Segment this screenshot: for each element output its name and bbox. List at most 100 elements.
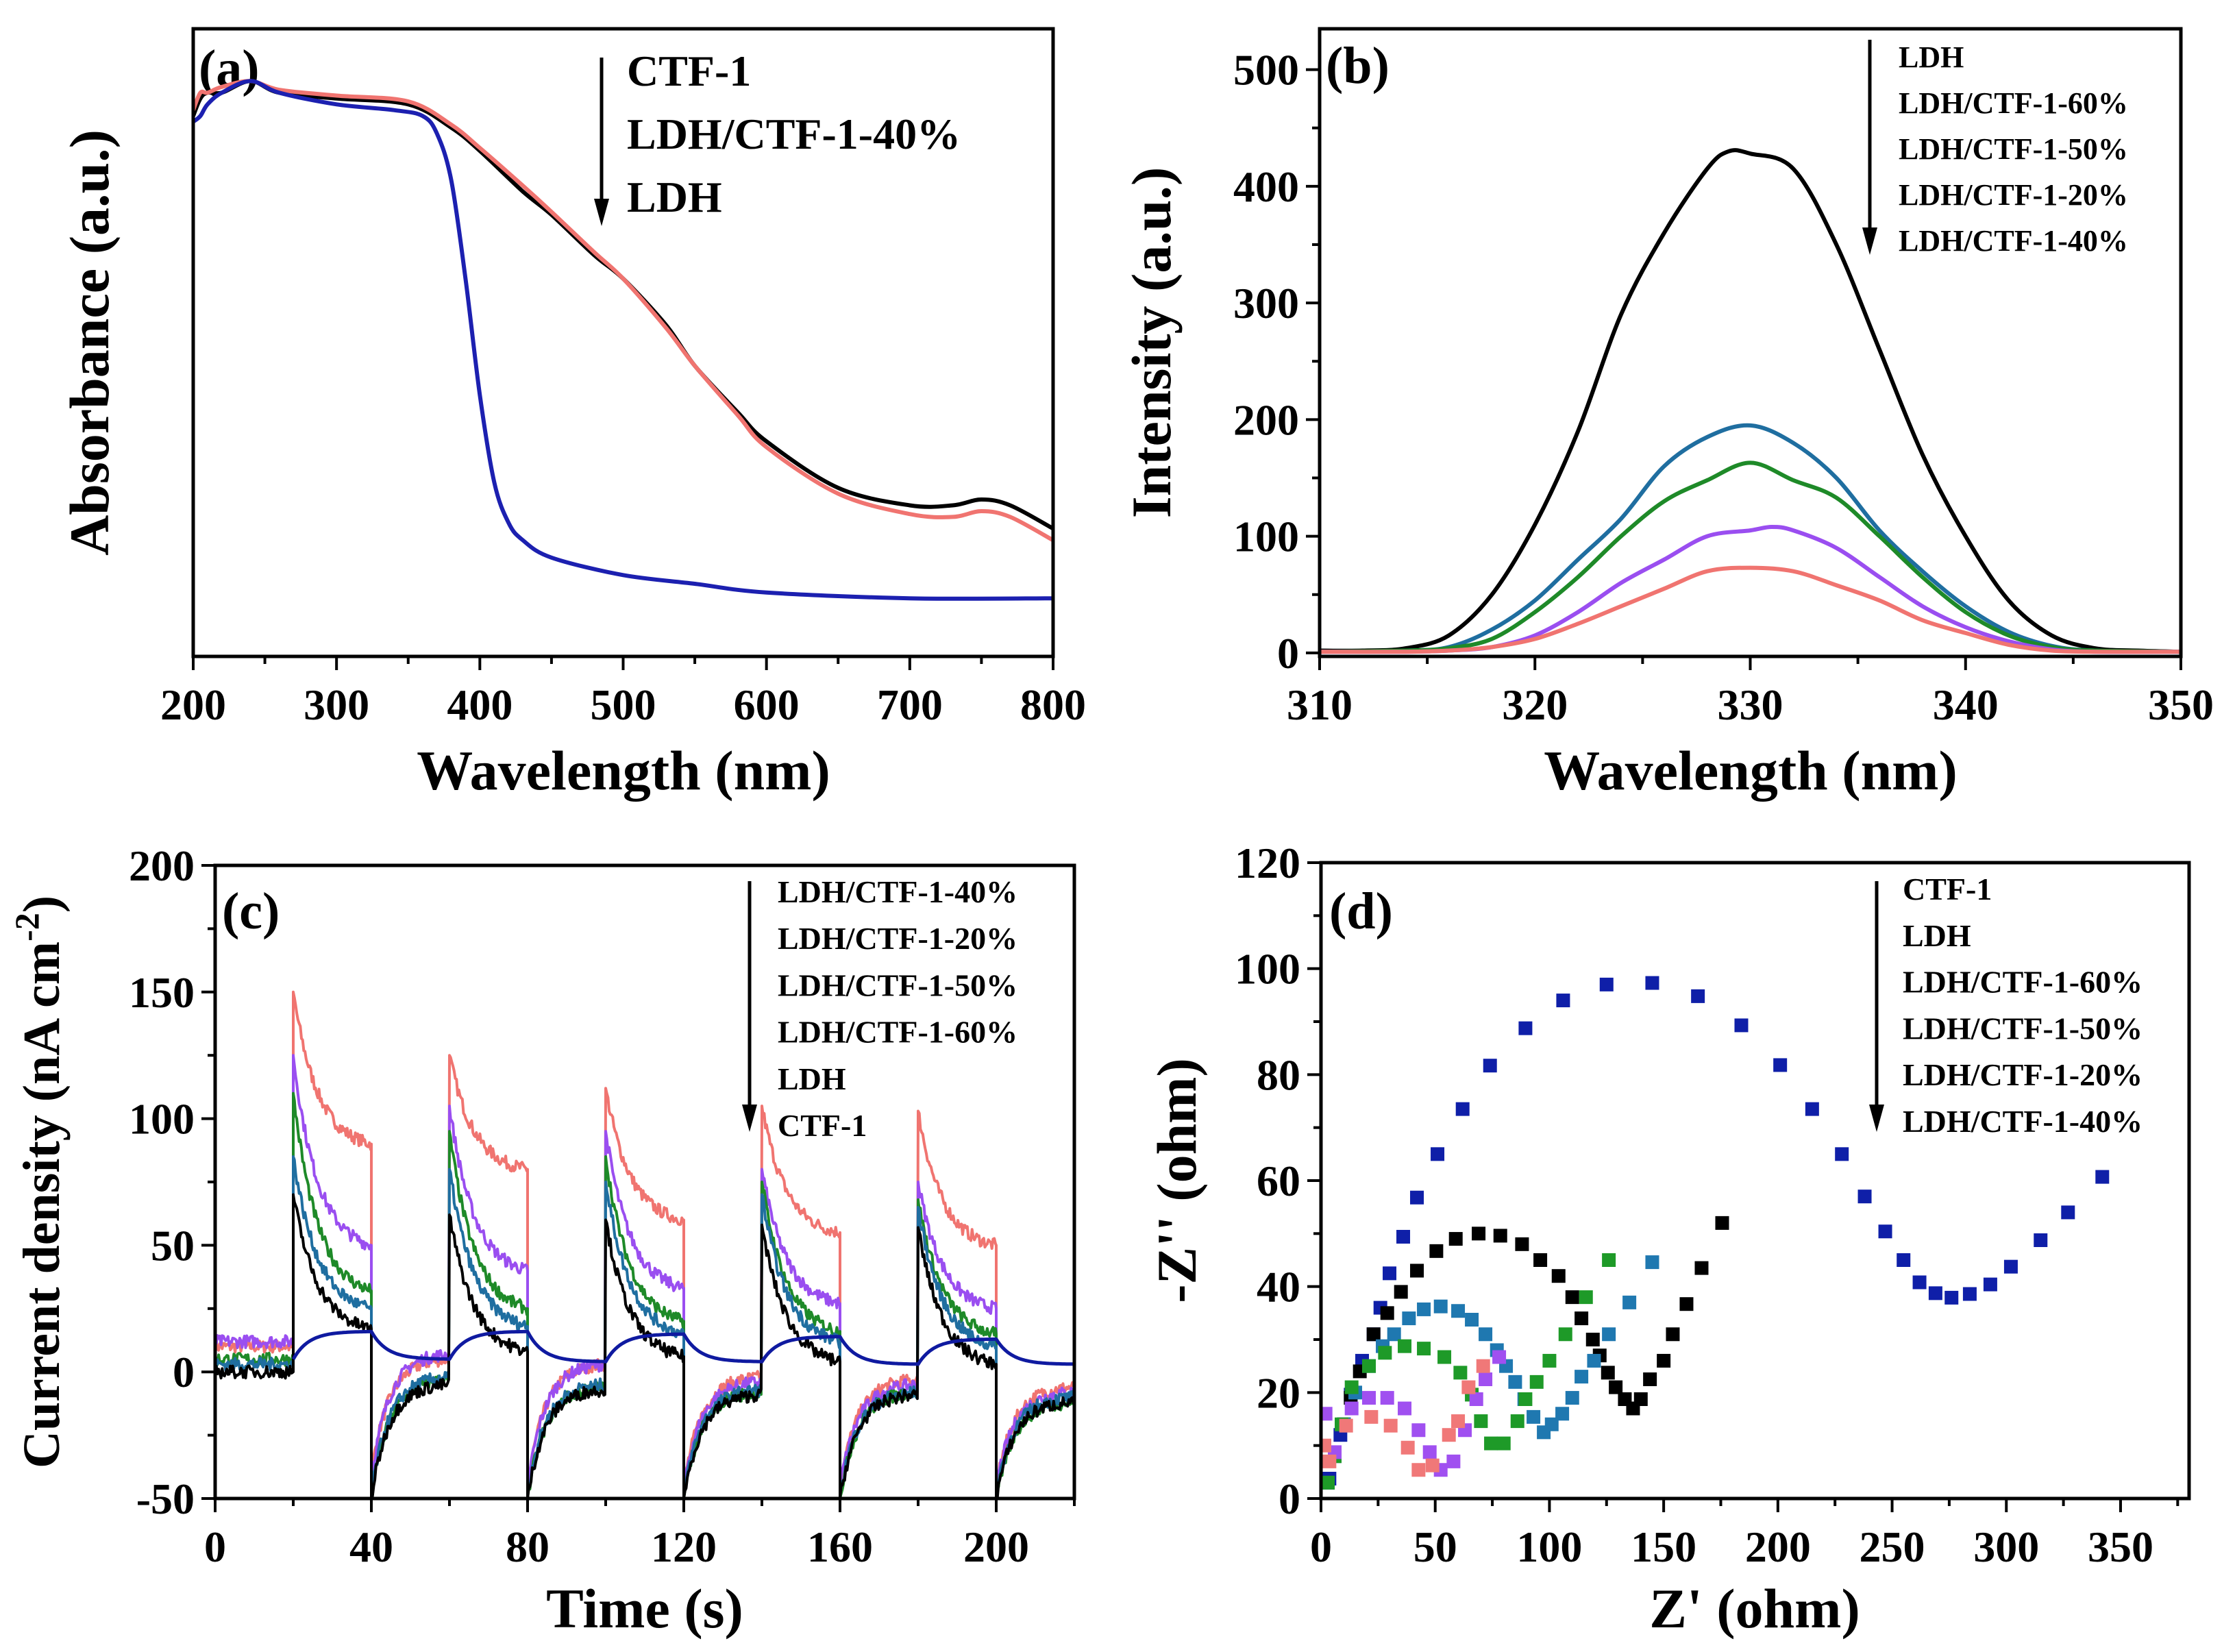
y-tick-label: 100 xyxy=(1233,513,1299,561)
data-point xyxy=(1380,1306,1394,1320)
data-point xyxy=(1437,1350,1452,1364)
data-point xyxy=(1944,1290,1959,1305)
y-tick-label: -50 xyxy=(136,1475,195,1523)
legend-item: LDH xyxy=(1903,918,1971,953)
data-point xyxy=(1897,1253,1911,1267)
data-point xyxy=(1493,1229,1507,1243)
legend-item: LDH/CTF-1-50% xyxy=(1903,1011,2143,1046)
data-point xyxy=(1679,1297,1694,1311)
legend-item: LDH xyxy=(627,173,722,221)
x-tick-label: 200 xyxy=(160,680,226,729)
data-point xyxy=(1928,1286,1942,1300)
legend-b: LDH LDH/CTF-1-60% LDH/CTF-1-50% LDH/CTF-1-2… xyxy=(1862,40,2128,258)
data-point xyxy=(1394,1285,1408,1299)
y-tick-label: 500 xyxy=(1233,46,1299,95)
panel-label-c: (c) xyxy=(222,883,280,940)
panel-b: 310 320 330 340 350 0 100 200 300 400 500 LDH LDH/CT… xyxy=(1233,27,2214,729)
y-tick-label: 0 xyxy=(1277,629,1299,678)
data-point xyxy=(2003,1259,2018,1274)
x-tick-label: 350 xyxy=(2088,1522,2153,1571)
x-tick-label: 400 xyxy=(447,680,513,729)
data-point xyxy=(1366,1327,1381,1342)
data-point xyxy=(1451,1304,1466,1318)
data-point xyxy=(1429,1244,1444,1258)
data-point xyxy=(1422,1445,1437,1459)
data-point xyxy=(1448,1232,1463,1246)
data-point xyxy=(1529,1374,1544,1389)
data-point xyxy=(1515,1237,1529,1251)
legend-item: LDH/CTF-1-50% xyxy=(778,967,1017,1002)
data-point xyxy=(2061,1205,2075,1220)
series-ldh-ctf-1-40- xyxy=(1320,565,2181,654)
x-tick-label: 100 xyxy=(1516,1522,1582,1571)
data-point xyxy=(1483,1059,1497,1073)
data-point xyxy=(1666,1327,1680,1342)
data-point xyxy=(1402,1311,1416,1326)
x-tick-label: 50 xyxy=(1413,1522,1457,1571)
legend-item: LDH/CTF-1-20% xyxy=(1903,1057,2143,1092)
data-point xyxy=(1411,1423,1426,1438)
x-tick-label: 800 xyxy=(1020,680,1086,729)
data-point xyxy=(1380,1391,1394,1405)
data-point xyxy=(1442,1428,1456,1442)
x-tick-label: 80 xyxy=(506,1522,550,1571)
legend-item: LDH/CTF-1-60% xyxy=(1899,86,2128,120)
data-point xyxy=(1585,1333,1600,1346)
legend-item: LDH/CTF-1-40% xyxy=(1899,224,2128,258)
x-tick-label: 330 xyxy=(1718,680,1783,729)
data-point xyxy=(1321,1407,1333,1421)
data-point xyxy=(2095,1170,2110,1184)
panel-label-b: (b) xyxy=(1326,37,1390,95)
data-point xyxy=(1492,1350,1507,1364)
legend-item: CTF-1 xyxy=(778,1108,867,1143)
x-tick-label: 0 xyxy=(204,1522,226,1571)
data-point xyxy=(1474,1414,1488,1429)
y-tick-label: 50 xyxy=(151,1221,195,1270)
data-point xyxy=(1657,1353,1671,1368)
data-point xyxy=(1476,1359,1490,1373)
panel-c: 0 40 80 120 160 200-50050100150200LDH/CTF-1-4… xyxy=(129,841,1076,1571)
y-tick-label: 300 xyxy=(1233,279,1299,328)
x-tick-label: 200 xyxy=(1745,1522,1811,1571)
data-point xyxy=(1469,1392,1483,1406)
data-point xyxy=(1378,1346,1392,1360)
plot-area-d xyxy=(1321,976,2110,1490)
legend-a: CTF-1 LDH/CTF-1-40% LDH xyxy=(594,47,961,226)
panel-d: 0 50 100 150 200 250 300 350 0 20 40 60 80 100 120 CTF-… xyxy=(1235,839,2191,1571)
data-point xyxy=(1602,1327,1616,1342)
y-axis-title-c-main: Current density (nA cm xyxy=(13,941,71,1468)
series-ldh xyxy=(1320,148,2181,654)
y-axis-title-a: Absorbance (a.u.) xyxy=(58,130,121,556)
x-axis-a: 200 300 400 500 600 700 800 xyxy=(160,656,1086,729)
x-tick-label: 40 xyxy=(349,1522,393,1571)
x-axis-title-c: Time (s) xyxy=(546,1577,743,1640)
legend-item: LDH/CTF-1-60% xyxy=(778,1015,1017,1050)
data-point xyxy=(1878,1224,1892,1239)
data-point xyxy=(1773,1058,1788,1072)
plot-area-a xyxy=(193,79,1053,601)
x-tick-label: 0 xyxy=(1310,1522,1332,1571)
data-point xyxy=(1645,1255,1659,1270)
data-point xyxy=(1433,1299,1448,1314)
y-tick-label: 200 xyxy=(129,841,195,890)
x-tick-label: 200 xyxy=(963,1522,1029,1571)
data-point xyxy=(1396,1229,1411,1244)
legend-item: CTF-1 xyxy=(1903,872,1992,907)
data-point xyxy=(1383,1418,1398,1433)
x-tick-label: 700 xyxy=(877,680,943,729)
legend-item: LDH/CTF-1-20% xyxy=(778,921,1017,956)
data-point xyxy=(1575,1311,1589,1326)
y-axis-b: 0 100 200 300 400 500 xyxy=(1233,46,1320,678)
data-point xyxy=(1912,1275,1927,1290)
data-point xyxy=(1446,1454,1461,1468)
y-tick-label: 100 xyxy=(1235,945,1300,994)
data-point xyxy=(1479,1372,1493,1386)
data-point xyxy=(1565,1391,1579,1405)
data-point xyxy=(1398,1339,1412,1353)
series-ldh-ctf-1-20- xyxy=(1321,1350,1507,1477)
y-tick-label: 40 xyxy=(1257,1263,1300,1311)
data-point xyxy=(1362,1359,1376,1373)
legend-c: LDH/CTF-1-40% LDH/CTF-1-20% LDH/CTF-1-50% L… xyxy=(742,874,1017,1143)
data-point xyxy=(1734,1018,1749,1033)
